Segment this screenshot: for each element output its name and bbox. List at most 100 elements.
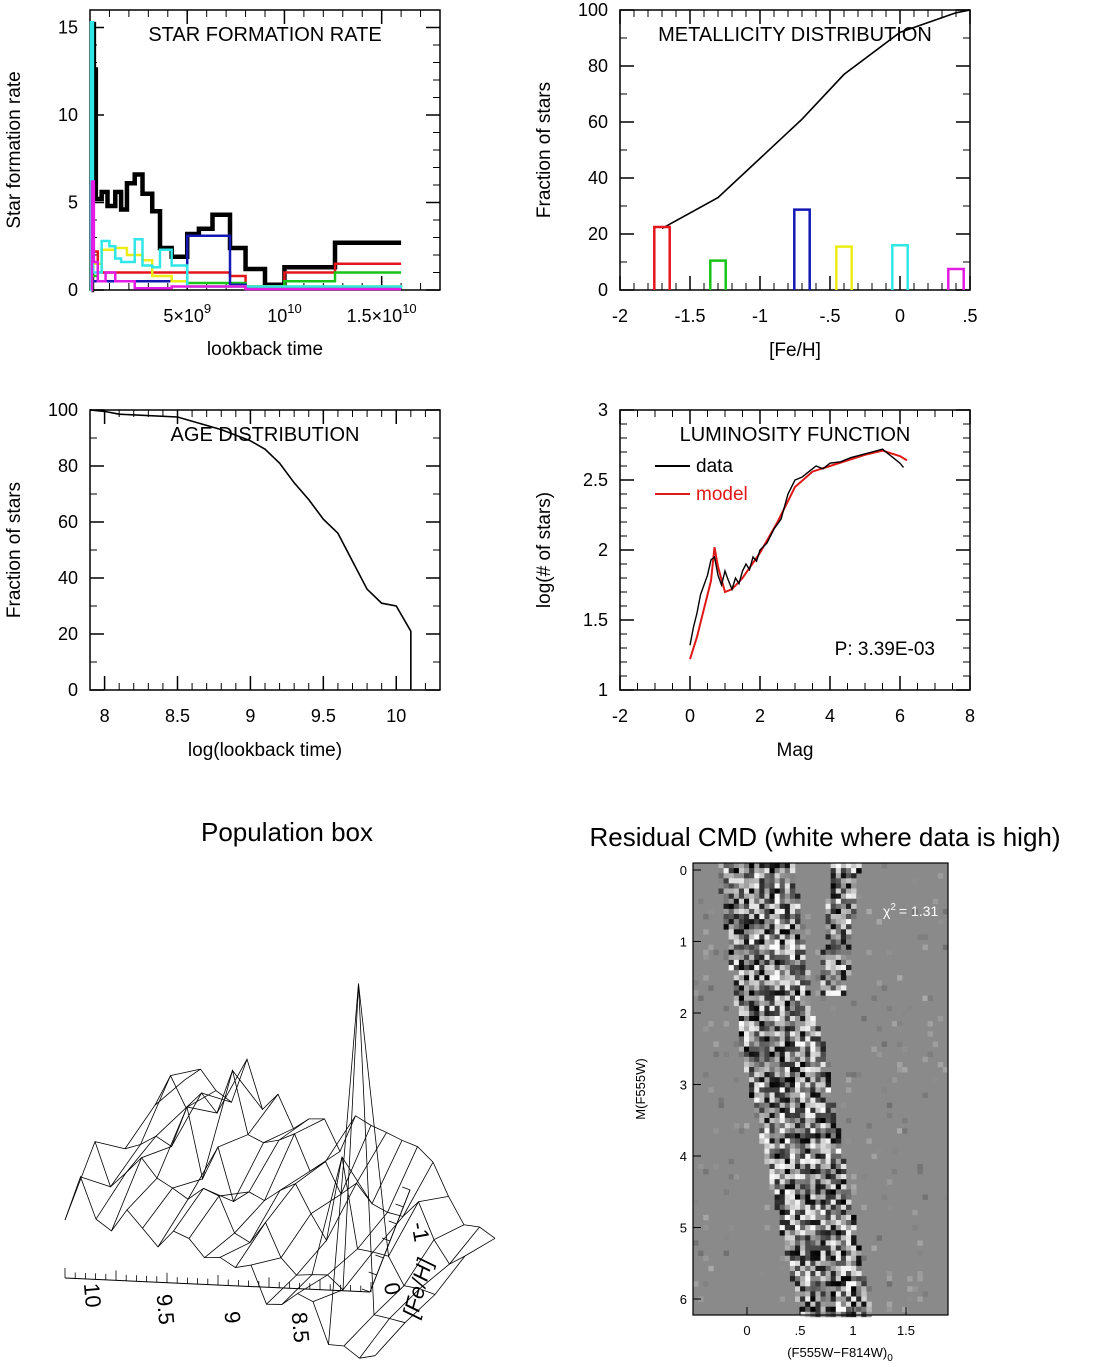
residual-cmd-pixel [815,1204,821,1211]
age-xtick-label: 10 [386,706,406,726]
residual-cmd-pixel [851,1286,857,1292]
residual-cmd-pixel [840,959,847,966]
population-mesh-col [126,1059,248,1211]
residual-cmd-pixel [825,1220,831,1226]
residual-cmd-pixel [754,1016,760,1022]
residual-cmd-pixel [835,1194,842,1200]
population-y-tick [375,1254,384,1259]
residual-cmd-pixel [902,1046,908,1052]
population-mesh-col [219,1151,341,1258]
residual-cmd-pixel [713,1051,719,1058]
residual-cmd-pixel [840,1189,847,1195]
residual-cmd-pixel [754,934,760,940]
residual-cmd-pixel [759,1128,765,1134]
residual-cmd-pixel [815,1061,821,1068]
residual-cmd-pixel [830,1163,837,1170]
residual-cmd-pixel [835,954,842,961]
residual-cmd-pixel [738,914,745,920]
residual-cmd-pixel [733,949,740,956]
residual-cmd-pixel [810,1271,816,1277]
residual-cmd-pixel [749,1051,755,1058]
age-ytick-label: 40 [58,568,78,588]
residual-cmd-pixel [784,1204,791,1211]
residual-cmd-pixel [805,1041,811,1047]
residual-cmd-pixel [744,1010,750,1017]
residual-cmd-pixel [779,908,786,915]
residual-cmd-pixel [815,1107,821,1114]
residual-cmd-pixel [738,990,745,996]
residual-cmd-pixel [815,1214,821,1221]
residual-cmd-pixel [912,878,918,884]
residual-cmd-pixel [754,959,760,966]
residual-cmd-pixel [774,1082,780,1088]
residual-cmd-pixel [769,949,775,956]
residual-cmd-pixel [779,1133,786,1139]
residual-cmd-pixel [764,1026,770,1032]
residual-cmd-pixel [764,934,770,940]
residual-cmd-pixel [738,1041,745,1047]
residual-cmd-pixel [789,995,796,1001]
residual-cmd-pixel [825,980,831,986]
residual-cmd-pixel [825,1169,831,1175]
residual-cmd-pixel [840,949,847,956]
residual-cmd-pixel [789,949,796,956]
residual-cmd-pixel [830,1112,837,1119]
residual-cmd-pixel [703,1225,709,1231]
residual-cmd-pixel [840,878,847,884]
residual-cmd-pixel [800,1204,806,1211]
residual-cmd-pixel [835,1163,842,1170]
residual-cmd-pixel [759,1021,765,1027]
residual-cmd-pixel [800,944,806,950]
residual-cmd-pixel [805,1082,811,1088]
residual-cmd-pixel [754,1005,760,1012]
residual-cmd-pixel [784,1138,791,1144]
luminosity-ylabel: log(# of stars) [534,492,555,608]
residual-cmd-pixel [820,1199,826,1205]
residual-cmd-pixel [805,1220,811,1226]
residual-cmd-pixel [769,959,775,966]
residual-cmd-pixel [759,903,765,910]
residual-cmd-pixel [835,1265,842,1272]
residual-cmd-pixel [815,1281,821,1287]
residual-cmd-pixel [815,1291,821,1297]
residual-cmd-pixel [795,1296,801,1302]
residual-cmd-pixel [764,914,770,920]
residual-cmd-pixel [861,1301,867,1307]
residual-cmd-pixel [851,1260,857,1267]
residual-cmd-pixel [744,970,750,976]
residual-cmd-pixel [795,1067,801,1073]
residual-cmd-pixel [866,1138,872,1144]
residual-cmd-pixel [840,1260,847,1267]
residual-cmd-pixel [815,1240,821,1246]
residual-cmd-pixel [851,919,857,925]
residual-cmd-pixel [733,980,740,986]
residual-cmd-pixel [820,1067,826,1073]
residual-cmd-pixel [805,1174,811,1180]
residual-cmd-pixel [764,959,770,966]
residual-cmd-pixel [800,1230,806,1236]
residual-cmd-pixel [779,1072,786,1078]
residual-cmd-pixel [759,1016,765,1022]
residual-cmd-pixel [769,1128,775,1134]
age-ylabel: Fraction of stars [4,482,25,618]
population-mesh-col [328,983,449,1345]
residual-cmd-pixel [830,893,837,899]
residual-cmd-pixel [779,1214,786,1221]
residual-cmd-pixel [784,1240,791,1246]
residual-cmd-pixel [703,954,709,961]
residual-cmd-pixel [795,980,801,986]
residual-cmd-panel: Residual CMD (white where data is high) … [589,822,1060,1364]
residual-cmd-pixel [820,1240,826,1246]
residual-cmd-pixel [779,873,786,879]
residual-cmd-pixel [805,1281,811,1287]
residual-cmd-pixel [795,1092,801,1098]
residual-cmd-pixel [749,903,755,910]
residual-cmd-pixel [789,1082,796,1088]
residual-cmd-pixel [851,1255,857,1262]
residual-cmd-pixel [723,908,729,915]
lum-ytick-label: 2 [598,540,608,560]
residual-cmd-pixel [846,893,852,899]
residual-cmd-pixel [846,954,852,961]
residual-cmd-pixel [789,1169,796,1175]
residual-cmd-pixel [759,949,765,956]
